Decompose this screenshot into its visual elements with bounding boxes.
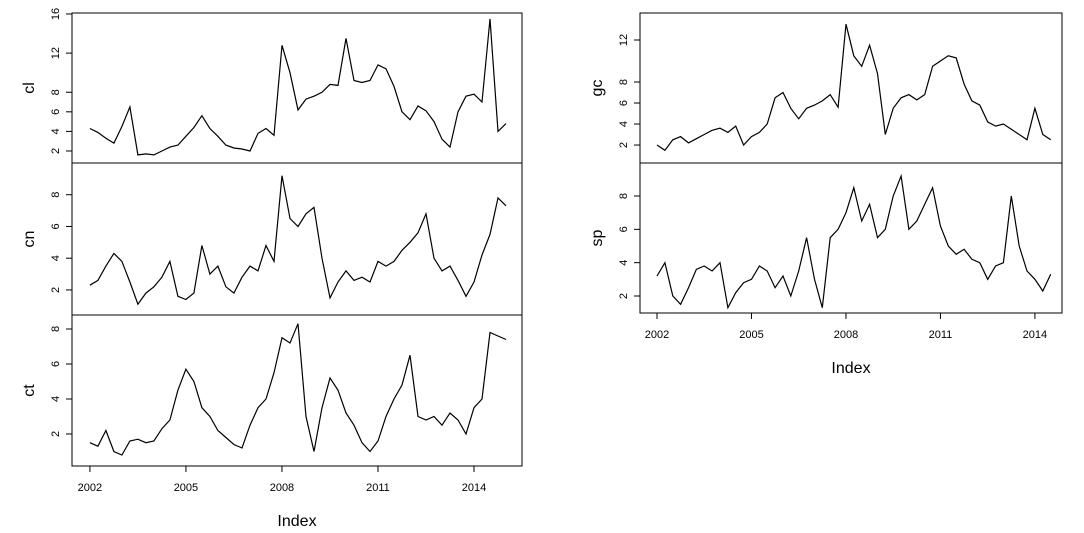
series-line (656, 173, 1052, 310)
series-line (656, 24, 1052, 152)
x-tick-label: 2005 (739, 329, 763, 341)
x-tick-label: 2014 (462, 482, 486, 494)
x-tick-label: 2011 (929, 329, 953, 341)
x-tick-label: 2008 (270, 482, 294, 494)
x-tick-label: 2011 (366, 482, 390, 494)
y-axis-label: gc (589, 80, 606, 97)
y-tick-label: 6 (50, 361, 62, 367)
y-tick-label: 4 (618, 121, 630, 127)
y-tick-label: 8 (50, 326, 62, 332)
y-tick-label: 6 (50, 109, 62, 115)
y-tick-label: 8 (618, 79, 630, 85)
panel-frame (639, 12, 1063, 164)
x-tick-label: 2014 (1023, 329, 1047, 341)
y-tick-label: 6 (618, 226, 630, 232)
y-tick-label: 2 (618, 142, 630, 148)
y-tick-label: 8 (618, 193, 630, 199)
y-axis-label: cl (21, 82, 38, 94)
x-axis-label: Index (277, 513, 316, 530)
y-axis-label: ct (21, 384, 38, 397)
y-tick-label: 8 (50, 89, 62, 95)
y-tick-label: 2 (50, 287, 62, 293)
panel-frame (71, 314, 523, 467)
x-tick-label: 2005 (174, 482, 198, 494)
series-line (89, 175, 507, 306)
panel-frame (71, 162, 523, 316)
y-tick-label: 4 (50, 255, 62, 261)
y-tick-label: 2 (50, 148, 62, 154)
panel-frame (71, 12, 523, 164)
y-tick-label: 4 (50, 396, 62, 402)
y-axis-label: sp (589, 229, 606, 246)
y-tick-label: 2 (50, 431, 62, 437)
y-tick-label: 6 (50, 223, 62, 229)
series-line (89, 18, 507, 156)
y-tick-label: 4 (618, 260, 630, 266)
y-tick-label: 16 (50, 8, 62, 20)
y-tick-label: 4 (50, 128, 62, 134)
x-axis-label: Index (831, 360, 870, 377)
x-tick-label: 2008 (834, 329, 858, 341)
y-tick-label: 2 (618, 293, 630, 299)
y-tick-label: 12 (50, 47, 62, 59)
x-tick-label: 2002 (78, 482, 102, 494)
y-tick-label: 12 (618, 34, 630, 46)
y-axis-label: cn (21, 231, 38, 248)
series-line (89, 323, 507, 456)
panel-frame (639, 162, 1063, 314)
y-tick-label: 8 (50, 192, 62, 198)
y-tick-label: 6 (618, 100, 630, 106)
x-tick-label: 2002 (645, 329, 669, 341)
